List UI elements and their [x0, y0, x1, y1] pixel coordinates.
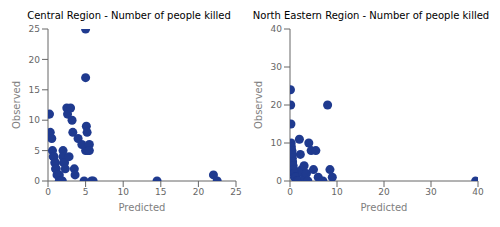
- svg-text:30: 30: [425, 187, 437, 197]
- html-text:Central Region - Number of peo: Central Region - Number of people killed: [27, 10, 231, 21]
- svg-text:0: 0: [45, 187, 51, 197]
- svg-text:Observed: Observed: [253, 81, 264, 129]
- svg-text:5: 5: [83, 187, 89, 197]
- svg-text:10: 10: [331, 187, 343, 197]
- svg-text:15: 15: [155, 187, 166, 197]
- svg-text:40: 40: [472, 187, 484, 197]
- svg-text:5: 5: [34, 146, 40, 156]
- svg-text:15: 15: [29, 85, 40, 95]
- svg-text:0: 0: [276, 176, 282, 186]
- svg-text:0: 0: [287, 187, 293, 197]
- svg-text:10: 10: [117, 187, 129, 197]
- svg-text:25: 25: [230, 187, 241, 197]
- svg-text:20: 20: [378, 187, 390, 197]
- svg-text:Observed: Observed: [11, 81, 22, 129]
- svg-text:25: 25: [29, 24, 40, 34]
- svg-text:20: 20: [271, 100, 283, 110]
- svg-text:0: 0: [34, 176, 40, 186]
- svg-text:20: 20: [193, 187, 205, 197]
- svg-text:Predicted: Predicted: [361, 202, 408, 213]
- svg-text:30: 30: [271, 62, 283, 72]
- html-text:North Eastern Region - Number: North Eastern Region - Number of people …: [252, 10, 490, 21]
- svg-text:10: 10: [271, 138, 283, 148]
- svg-text:Predicted: Predicted: [119, 202, 166, 213]
- svg-text:10: 10: [29, 115, 41, 125]
- svg-text:20: 20: [29, 55, 41, 65]
- svg-text:40: 40: [271, 24, 283, 34]
